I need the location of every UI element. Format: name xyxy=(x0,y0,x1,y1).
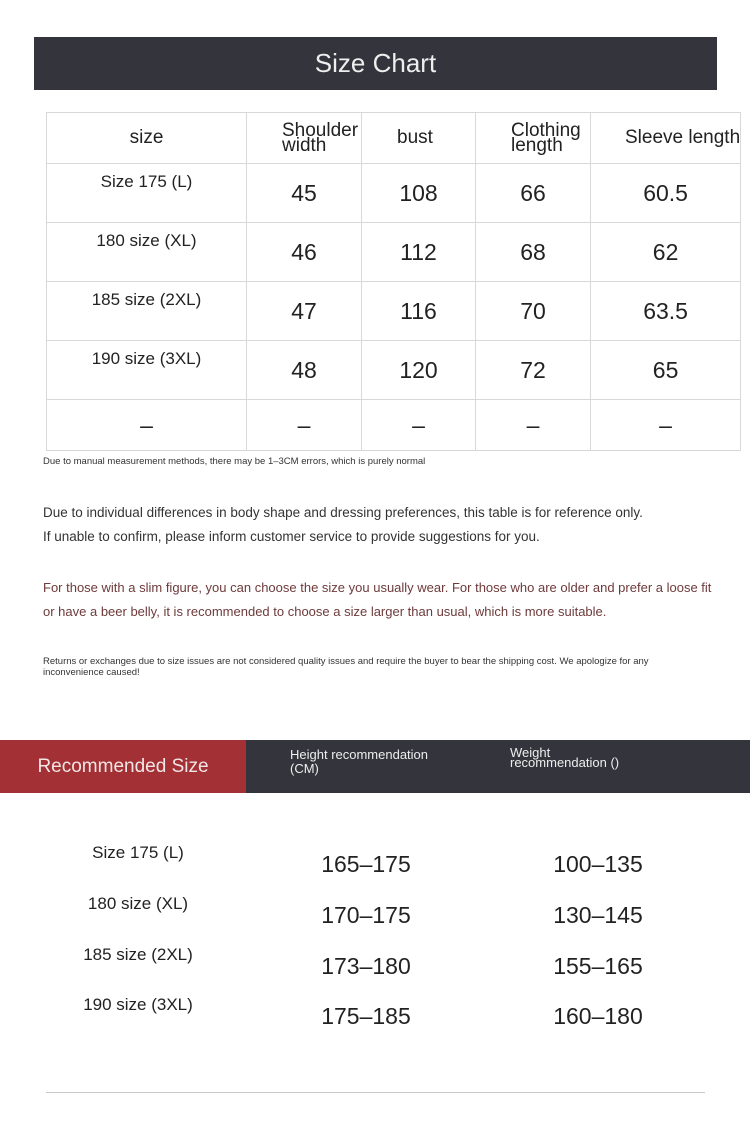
size-chart-title: Size Chart xyxy=(34,37,717,90)
cell-sleeve: 63.5 xyxy=(589,281,742,341)
rec-size: 180 size (XL) xyxy=(87,894,189,913)
cell-size: Size 175 (L) xyxy=(46,163,247,223)
cell-length: 66 xyxy=(475,163,591,223)
header-bust: bust xyxy=(361,112,476,164)
reference-note-line2: If unable to confirm, please inform cust… xyxy=(43,529,540,544)
cell-length: – xyxy=(475,399,591,451)
cell-bust: 108 xyxy=(361,163,476,223)
header-shoulder-width: Shoulder width xyxy=(246,112,362,164)
rec-weight: 155–165 xyxy=(553,953,643,979)
cell-bust: – xyxy=(361,399,476,451)
rec-height: 173–180 xyxy=(321,953,411,979)
size-table: size Shoulder width bust Clothing length… xyxy=(46,112,742,451)
header-sleeve-length: Sleeve length xyxy=(589,112,742,164)
table-row: 185 size (2XL) 47 116 70 63.5 xyxy=(46,281,742,341)
table-row: 190 size (3XL) 48 120 72 65 xyxy=(46,340,742,400)
recommendation-row: Size 175 (L) 165–175 100–135 xyxy=(0,843,750,893)
table-row: Size 175 (L) 45 108 66 60.5 xyxy=(46,163,742,223)
cell-shoulder: 45 xyxy=(246,163,362,223)
cell-shoulder: 46 xyxy=(246,222,362,282)
measurement-note: Due to manual measurement methods, there… xyxy=(43,456,426,467)
recommendation-row: 190 size (3XL) 175–185 160–180 xyxy=(0,995,750,1045)
rec-height: 170–175 xyxy=(321,902,411,928)
table-row: 180 size (XL) 46 112 68 62 xyxy=(46,222,742,282)
rec-height: 165–175 xyxy=(321,851,411,877)
divider xyxy=(46,1092,705,1093)
cell-length: 72 xyxy=(475,340,591,400)
rec-height: 175–185 xyxy=(321,1003,411,1029)
rec-weight: 160–180 xyxy=(553,1003,643,1029)
cell-shoulder: – xyxy=(246,399,362,451)
cell-bust: 112 xyxy=(361,222,476,282)
cell-size: 190 size (3XL) xyxy=(46,340,247,400)
cell-shoulder: 47 xyxy=(246,281,362,341)
cell-sleeve: – xyxy=(589,399,742,451)
rec-size: 190 size (3XL) xyxy=(83,995,193,1014)
fit-note-line2: or have a beer belly, it is recommended … xyxy=(43,604,607,619)
rec-size: Size 175 (L) xyxy=(92,843,184,862)
recommendation-row: 185 size (2XL) 173–180 155–165 xyxy=(0,945,750,995)
header-size: size xyxy=(46,112,247,164)
recommendation-row: 180 size (XL) 170–175 130–145 xyxy=(0,894,750,944)
cell-sleeve: 60.5 xyxy=(589,163,742,223)
cell-bust: 116 xyxy=(361,281,476,341)
reference-note: Due to individual differences in body sh… xyxy=(43,501,723,549)
reference-note-line1: Due to individual differences in body sh… xyxy=(43,505,643,520)
cell-size: 180 size (XL) xyxy=(46,222,247,282)
cell-size: 185 size (2XL) xyxy=(46,281,247,341)
cell-shoulder: 48 xyxy=(246,340,362,400)
header-clothing-length: Clothing length xyxy=(475,112,591,164)
recommended-size-title: Recommended Size xyxy=(0,740,246,793)
cell-length: 68 xyxy=(475,222,591,282)
fit-note-line1: For those with a slim figure, you can ch… xyxy=(43,580,712,595)
rec-weight: 100–135 xyxy=(553,851,643,877)
cell-length: 70 xyxy=(475,281,591,341)
cell-sleeve: 65 xyxy=(589,340,742,400)
height-header: Height recommendation (CM) xyxy=(290,747,429,776)
rec-weight: 130–145 xyxy=(553,902,643,928)
weight-header: Weight recommendation () xyxy=(510,745,620,770)
cell-bust: 120 xyxy=(361,340,476,400)
fit-note: For those with a slim figure, you can ch… xyxy=(43,576,723,624)
table-row: – – – – – xyxy=(46,399,742,451)
recommended-size-header: Recommended Size Height recommendation (… xyxy=(0,740,750,793)
rec-size: 185 size (2XL) xyxy=(83,945,193,964)
returns-note: Returns or exchanges due to size issues … xyxy=(43,656,649,678)
cell-sleeve: 62 xyxy=(589,222,742,282)
cell-size: – xyxy=(46,399,247,451)
table-header-row: size Shoulder width bust Clothing length… xyxy=(46,112,742,164)
